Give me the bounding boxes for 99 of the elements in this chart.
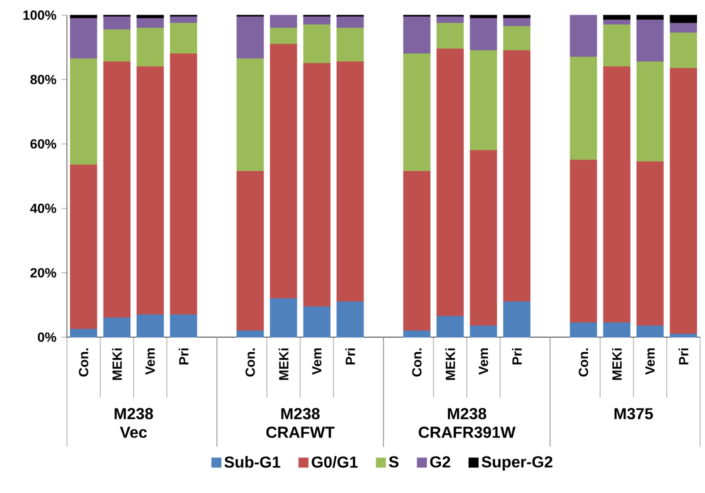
bar xyxy=(103,318,130,338)
text: M238 xyxy=(281,408,320,420)
bar xyxy=(503,18,530,27)
x-tick-label: Vem xyxy=(146,348,155,375)
x-tick-label: MEKi xyxy=(612,348,622,380)
bar xyxy=(570,160,598,323)
x-tick-label: MEKi xyxy=(445,348,455,380)
x-tick-label: Vem xyxy=(478,348,488,375)
bar xyxy=(136,18,164,28)
bar xyxy=(70,18,98,59)
legend-label: G0/G1 xyxy=(312,456,358,468)
bar xyxy=(303,63,330,307)
bar xyxy=(503,26,530,51)
text: CRAFWT xyxy=(266,426,335,438)
bar xyxy=(303,24,330,64)
bar xyxy=(103,16,130,30)
bar xyxy=(403,330,430,338)
x-tick-label: Pri xyxy=(512,348,522,364)
text: CRAFR391W xyxy=(418,426,516,438)
bar xyxy=(470,326,498,338)
bar xyxy=(70,164,98,330)
bar xyxy=(503,302,530,338)
bar xyxy=(170,314,198,338)
bar xyxy=(336,28,364,62)
bar xyxy=(403,171,430,332)
bar xyxy=(236,330,264,338)
y-tick-label: 60% xyxy=(30,139,56,149)
bar xyxy=(403,54,430,172)
bar xyxy=(236,58,264,172)
bar xyxy=(103,62,130,318)
bar xyxy=(570,14,598,58)
bar xyxy=(70,328,98,338)
bar xyxy=(170,16,198,24)
legend-label: S xyxy=(388,456,398,468)
x-tick-label: Con. xyxy=(412,348,422,377)
bar xyxy=(436,316,464,338)
bar xyxy=(103,29,130,62)
y-tick-label: 100% xyxy=(23,10,56,20)
text: M375 xyxy=(614,408,653,420)
bar xyxy=(570,322,598,338)
bar xyxy=(670,334,698,338)
bar xyxy=(636,326,664,338)
y-tick-label: 80% xyxy=(30,74,56,84)
y-tick-label: 40% xyxy=(30,204,56,214)
y-tick-label: 20% xyxy=(30,268,56,278)
bar xyxy=(436,16,464,24)
bar xyxy=(670,32,698,69)
bar xyxy=(170,54,198,315)
bar xyxy=(136,66,164,315)
bar xyxy=(670,68,698,334)
x-tick-label: Vem xyxy=(312,348,322,375)
legend-label: Sub-G1 xyxy=(224,456,280,468)
x-tick-label: Con. xyxy=(78,348,88,377)
bar xyxy=(336,16,364,28)
bar xyxy=(236,16,264,59)
bar xyxy=(670,22,698,34)
legend-label: G2 xyxy=(430,456,450,468)
text: M238 xyxy=(448,408,486,420)
x-tick-label: Pri xyxy=(178,348,188,364)
text: Vec xyxy=(120,426,147,438)
x-tick-label: Con. xyxy=(578,348,588,377)
x-tick-label: MEKi xyxy=(112,348,122,380)
bar xyxy=(636,62,664,162)
bar xyxy=(436,22,464,50)
bar xyxy=(236,171,264,332)
legend-label: Super-G2 xyxy=(482,456,552,471)
bar xyxy=(603,66,630,323)
y-tick-label: 0% xyxy=(38,332,56,342)
bar xyxy=(636,20,664,62)
x-tick-label: MEKi xyxy=(278,348,288,380)
bar xyxy=(70,58,98,166)
bar xyxy=(570,56,598,160)
bar xyxy=(603,322,630,338)
bar xyxy=(270,44,298,299)
bar xyxy=(136,28,164,67)
bar xyxy=(270,28,298,44)
bar xyxy=(636,161,664,326)
bar xyxy=(470,50,498,151)
x-tick-label: Pri xyxy=(678,348,688,364)
x-tick-label: Pri xyxy=(345,348,355,364)
bar xyxy=(470,150,498,326)
bar xyxy=(170,22,198,54)
bar xyxy=(136,314,164,338)
bar xyxy=(503,50,530,302)
bar xyxy=(270,14,298,28)
bar xyxy=(603,24,630,67)
bar xyxy=(670,14,698,24)
bar xyxy=(603,20,630,26)
x-tick-label: Con. xyxy=(246,348,255,377)
text: M238 xyxy=(114,408,154,420)
bar xyxy=(436,48,464,317)
bar xyxy=(303,306,330,338)
bar xyxy=(403,16,430,54)
bar xyxy=(303,16,330,26)
bar xyxy=(470,18,498,51)
bar xyxy=(336,302,364,338)
bar xyxy=(336,62,364,302)
x-tick-label: Vem xyxy=(645,348,655,375)
bar xyxy=(270,298,298,338)
